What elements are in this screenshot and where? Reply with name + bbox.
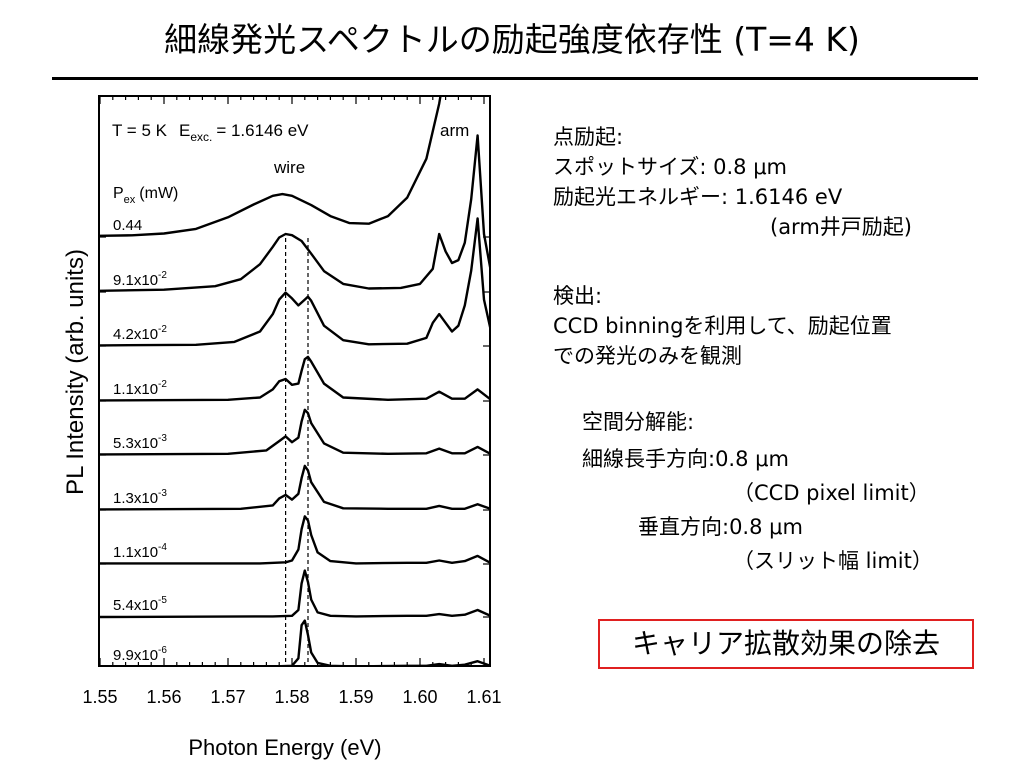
power-label: 9.9x10-6 xyxy=(113,645,167,664)
spectrum-line xyxy=(99,569,490,619)
longitudinal-resolution-note: （CCD pixel limit） xyxy=(733,481,930,505)
spectrum-line xyxy=(99,134,490,292)
power-label: 1.1x10-2 xyxy=(113,379,167,398)
vertical-resolution-note: （スリット幅 limit） xyxy=(733,549,933,573)
excitation-energy-text: 励起光エネルギー: 1.6146 eV xyxy=(553,185,843,209)
power-label: 9.1x10-2 xyxy=(113,270,167,289)
x-tick-label: 1.61 xyxy=(466,687,501,707)
detection-heading: 検出: xyxy=(553,284,603,308)
annotation-condition: T = 5 K Eexc. = 1.6146 eV xyxy=(112,121,309,144)
conclusion-box: キャリア拡散効果の除去 xyxy=(598,619,974,669)
x-tick-label: 1.57 xyxy=(210,687,245,707)
power-header: Pex (mW) xyxy=(113,185,178,206)
detection-line-2: での発光のみを観測 xyxy=(553,344,742,368)
spectrum-line xyxy=(100,515,490,565)
excitation-energy-note: (arm井戸励起) xyxy=(770,215,912,239)
x-tick-label: 1.55 xyxy=(82,687,117,707)
power-label: 5.4x10-5 xyxy=(113,595,167,614)
power-label: 1.1x10-4 xyxy=(113,542,167,561)
spectrum-line xyxy=(99,96,442,237)
vertical-resolution-text: 垂直方向:0.8 μm xyxy=(638,515,803,539)
power-label: 0.44 xyxy=(113,217,142,234)
plot-frame xyxy=(98,95,491,667)
detection-line-1: CCD binningを利用して、励起位置 xyxy=(553,314,892,338)
x-axis-label: Photon Energy (eV) xyxy=(188,735,381,760)
slide-title: 細線発光スペクトルの励起強度依存性 (T=4 K) xyxy=(164,20,860,59)
power-label: 5.3x10-3 xyxy=(113,433,167,452)
spectrum-line xyxy=(99,408,490,456)
annotation-wire: wire xyxy=(273,158,305,177)
power-label: 4.2x10-2 xyxy=(113,324,167,343)
spectrum-line xyxy=(99,355,490,402)
x-tick-label: 1.56 xyxy=(146,687,181,707)
annotation-arm: arm xyxy=(440,121,469,140)
x-tick-label: 1.60 xyxy=(402,687,437,707)
spectrum-line xyxy=(99,217,490,347)
y-axis-label: PL Intensity (arb. units) xyxy=(62,249,89,495)
spectrum-line xyxy=(99,619,490,666)
title-divider xyxy=(52,77,978,80)
x-tick-label: 1.58 xyxy=(274,687,309,707)
excitation-heading: 点励起: xyxy=(553,125,624,149)
spot-size-text: スポットサイズ: 0.8 μm xyxy=(553,155,788,179)
resolution-heading: 空間分解能: xyxy=(582,410,695,434)
power-label: 1.3x10-3 xyxy=(113,488,167,507)
spectrum-line xyxy=(99,464,490,511)
x-tick-label: 1.59 xyxy=(338,687,373,707)
longitudinal-resolution-text: 細線長手方向:0.8 μm xyxy=(582,447,789,471)
